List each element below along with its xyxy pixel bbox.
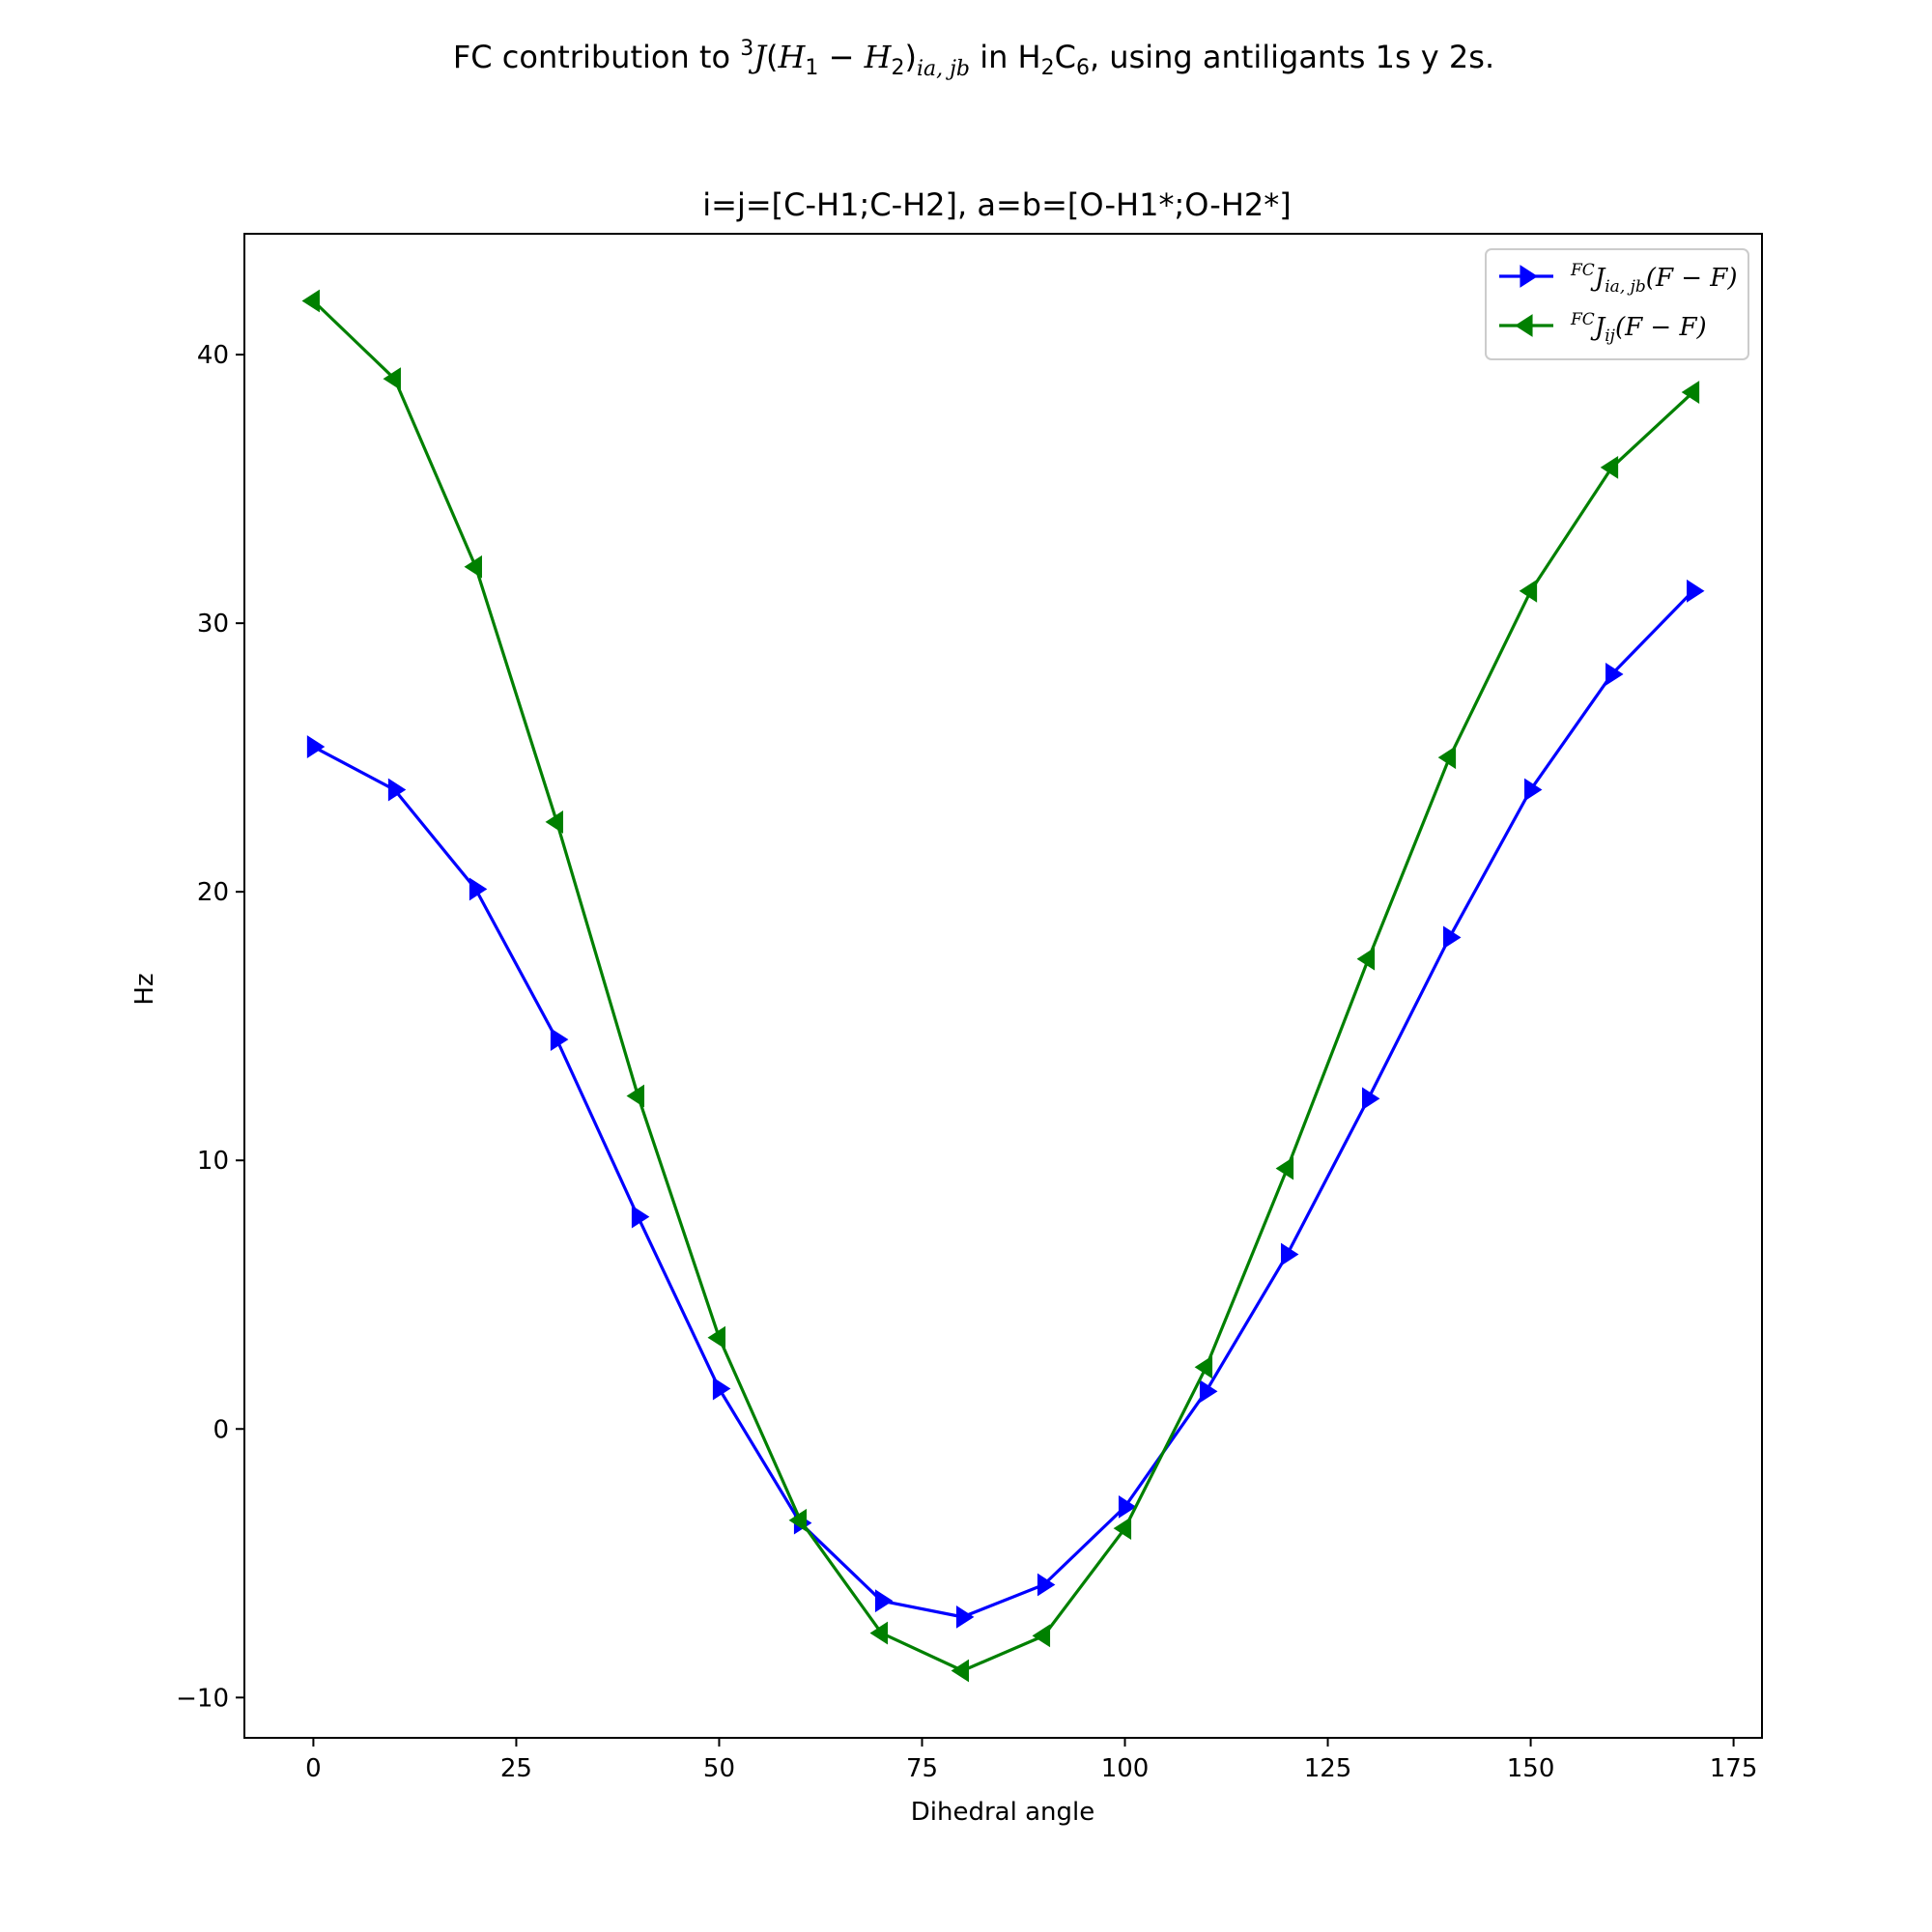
series-1 <box>306 579 1705 1629</box>
suptitle-sub2: 2 <box>891 56 904 80</box>
legend-label-series-1: FCJia, jb(F − F) <box>1570 261 1737 297</box>
x-tick-label-0: 0 <box>305 1754 322 1783</box>
series-1-point-13 <box>1361 1087 1380 1111</box>
legend: FCJia, jb(F − F) FCJij(F − F) <box>1485 248 1749 360</box>
series-2-point-9 <box>1032 1624 1051 1648</box>
legend-2-sup: FC <box>1570 310 1595 329</box>
series-1-point-0 <box>306 735 326 758</box>
chart-suptitle: FC contribution to 3J(H1 − H2)ia, jb in … <box>453 37 1494 81</box>
suptitle-sub-h2: 2 <box>1041 56 1055 80</box>
series-2-point-11 <box>1194 1355 1213 1379</box>
y-tick-label-2: 10 <box>197 1147 229 1176</box>
chart-title: i=j=[C-H1;C-H2], a=b=[O-H1*;O-H2*] <box>702 186 1292 223</box>
x-tick-label-1: 25 <box>500 1754 532 1783</box>
legend-marker-series-2 <box>1515 314 1533 337</box>
x-tick-label-6: 150 <box>1507 1754 1555 1783</box>
legend-label-series-2: FCJij(F − F) <box>1570 310 1707 346</box>
legend-1-rest: (F − F) <box>1646 264 1738 293</box>
series-1-point-8 <box>955 1605 975 1629</box>
series-1-point-3 <box>550 1028 569 1052</box>
series-2-point-8 <box>951 1659 970 1683</box>
series-2-point-1 <box>383 367 401 391</box>
series-2-point-14 <box>1437 746 1457 770</box>
x-axis-label: Dihedral angle <box>911 1798 1094 1827</box>
legend-2-j: J <box>1590 313 1606 342</box>
series-2-point-15 <box>1519 579 1538 603</box>
series-2-point-5 <box>707 1325 726 1350</box>
series-2-point-2 <box>464 554 482 579</box>
legend-entries <box>1499 265 1553 337</box>
legend-1-sub: ia, jb <box>1605 277 1646 297</box>
x-tick-label-3: 75 <box>906 1754 938 1783</box>
y-axis-label: Hz <box>130 973 159 1005</box>
series-1-point-7 <box>874 1589 894 1613</box>
suptitle-paren-open: ( <box>766 39 778 75</box>
series-1-point-9 <box>1037 1573 1056 1597</box>
suptitle-sub-iajb: ia, jb <box>917 57 970 81</box>
suptitle-j: J <box>748 39 768 75</box>
series-1-point-12 <box>1280 1242 1299 1266</box>
legend-2-sub: ij <box>1605 327 1615 346</box>
series-2-point-13 <box>1356 947 1376 971</box>
series-2 <box>301 289 1700 1683</box>
x-tick-label-7: 175 <box>1710 1754 1758 1783</box>
series-2-point-0 <box>301 289 320 313</box>
suptitle-sub1: 1 <box>805 56 818 80</box>
series-2-point-10 <box>1113 1517 1132 1541</box>
suptitle-mid: in H <box>970 39 1041 75</box>
legend-1-sup: FC <box>1570 261 1595 280</box>
suptitle-superscript: 3 <box>740 37 753 61</box>
x-tick-label-5: 125 <box>1304 1754 1352 1783</box>
legend-2-rest: (F − F) <box>1615 313 1707 342</box>
legend-marker-series-1 <box>1520 265 1538 288</box>
legend-1-j: J <box>1590 264 1606 293</box>
series-layer <box>301 289 1705 1683</box>
suptitle-c: C <box>1055 39 1076 75</box>
suptitle-prefix: FC contribution to <box>453 39 740 75</box>
series-1-point-2 <box>469 877 488 901</box>
y-tick-label-3: 20 <box>197 878 229 907</box>
suptitle-minus: − <box>818 39 864 75</box>
series-2-point-4 <box>626 1084 645 1108</box>
series-2-point-7 <box>869 1621 889 1645</box>
y-tick-label-1: 0 <box>213 1415 229 1444</box>
suptitle-h2: H <box>864 39 893 75</box>
series-1-point-10 <box>1118 1494 1137 1519</box>
ticks-layer: 0 25 50 75 100 125 150 175 −10 0 10 20 30 40 <box>176 341 1757 1783</box>
series-1-point-11 <box>1199 1379 1218 1404</box>
series-2-point-17 <box>1681 381 1700 404</box>
suptitle-suffix: , using antiligants 1s y 2s. <box>1090 39 1494 75</box>
suptitle-sub-c6: 6 <box>1076 56 1090 80</box>
series-2-point-3 <box>545 810 563 834</box>
series-1-point-14 <box>1443 925 1462 950</box>
series-2-point-6 <box>788 1508 808 1532</box>
axes-frame <box>243 233 1763 1739</box>
suptitle-h1: H <box>778 39 807 75</box>
series-1-line <box>312 589 1694 1619</box>
series-2-line <box>312 299 1694 1673</box>
series-2-point-16 <box>1600 455 1619 479</box>
suptitle-paren-close: ) <box>904 39 916 75</box>
series-1-point-15 <box>1524 778 1543 802</box>
series-2-point-12 <box>1275 1156 1294 1180</box>
x-tick-label-4: 100 <box>1101 1754 1150 1783</box>
series-1-point-17 <box>1687 579 1705 603</box>
series-1-point-5 <box>712 1377 731 1401</box>
y-tick-label-5: 40 <box>197 341 229 370</box>
x-tick-label-2: 50 <box>703 1754 735 1783</box>
y-tick-label-4: 30 <box>197 610 229 639</box>
series-1-point-1 <box>387 778 407 802</box>
y-tick-label-0: −10 <box>176 1684 229 1713</box>
series-1-point-4 <box>631 1205 650 1229</box>
series-1-point-16 <box>1605 663 1624 686</box>
